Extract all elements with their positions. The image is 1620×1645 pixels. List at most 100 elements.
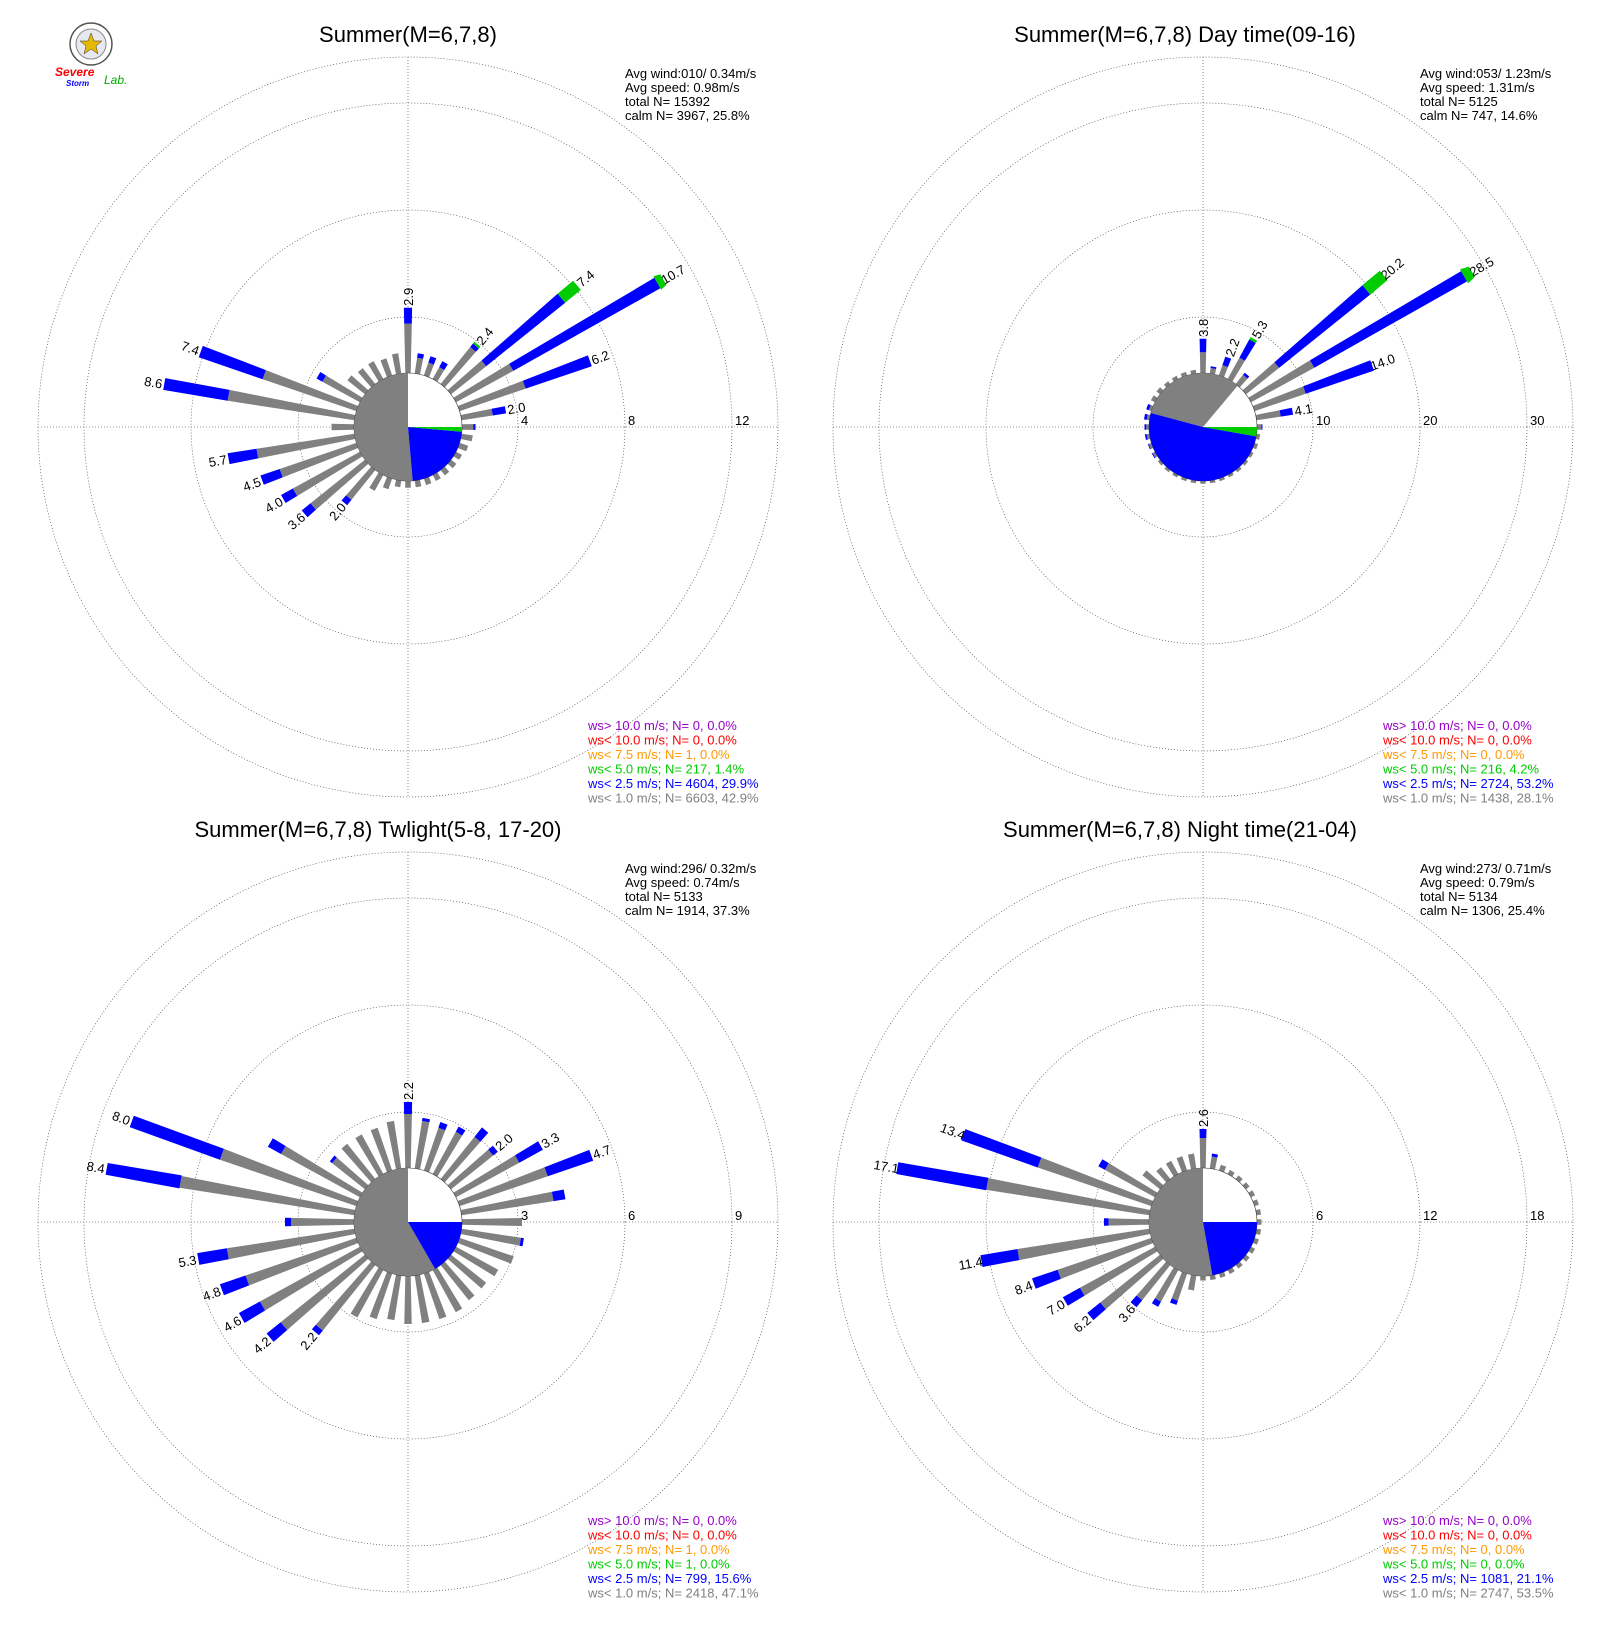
spoke-blue-segment [198,345,266,380]
spoke-gray-segment [404,1276,412,1324]
spoke-gray-segment [1200,1276,1206,1281]
spoke-blue-segment [422,1117,430,1123]
spoke-gray-segment [370,1127,393,1173]
spoke-blue-segment [519,1237,524,1247]
legend-entry: ws> 10.0 m/s; N= 0, 0.0% [1382,1513,1532,1528]
spoke-gray-segment [1136,1261,1171,1301]
spoke-gray-segment [1209,1156,1218,1170]
spoke-gray-segment [369,1271,393,1320]
spoke-label: 4.0 [262,494,285,516]
spoke-blue-segment [1310,271,1468,368]
spoke-gray-segment [423,1271,447,1320]
spoke-gray-segment [423,476,432,486]
ring-label: 18 [1530,1208,1544,1223]
spoke-gray-segment [1209,1274,1216,1281]
spoke-gray-segment [462,424,474,430]
legend-entry: ws< 1.0 m/s; N= 2418, 47.1% [587,1586,759,1601]
spoke-gray-segment [1171,1271,1188,1301]
spoke-gray-segment [387,1274,402,1321]
spoke-gray-segment [346,466,376,500]
spoke-blue-segment [1144,413,1148,420]
windrose-panel: 6 12 182.63.66.27.08.411.417.113.4Summer(M… [832,817,1574,1601]
spoke-green-segment [1460,266,1475,284]
spoke-gray-segment [315,1261,376,1331]
calm-blue-sector [1148,413,1257,482]
spoke-gray-segment [1209,368,1217,375]
spoke-gray-segment [1146,424,1149,430]
stats-line: Avg speed: 0.79m/s [1420,875,1535,890]
calm-gray-sector [1150,372,1238,427]
spoke-label: 17.1 [873,1157,901,1176]
spoke-blue-segment [1098,1159,1109,1170]
windrose-panel: 3 6 92.22.0 3.34.72.24.24.64.85.38.48.0Summ… [37,817,779,1601]
spoke-blue-segment [301,503,316,518]
calm-blue-sector [1203,1222,1257,1276]
spoke-blue-segment [491,406,507,416]
spoke-gray-segment [414,357,424,375]
spoke-gray-segment [457,1237,514,1264]
spoke-gray-segment [404,323,412,373]
spoke-blue-segment [439,361,448,370]
spoke-blue-segment [311,1324,323,1336]
calm-gray-sector [354,373,413,481]
spoke-gray-segment [280,1254,369,1330]
spoke-gray-segment [219,1148,359,1207]
spoke-gray-segment [386,1120,402,1170]
spoke-gray-segment [1227,357,1245,382]
spoke-blue-segment [1032,1269,1061,1289]
ring-label: 6 [628,1208,635,1223]
spoke-gray-segment [432,1267,463,1313]
spoke-blue-segment [428,356,437,365]
spoke-blue-segment [1147,443,1151,450]
spoke-blue-segment [1170,1298,1178,1305]
spoke-gray-segment [1152,451,1158,458]
spoke-label: 28.5 [1467,254,1496,280]
spoke-blue-segment [1274,285,1371,368]
spoke-blue-segment [403,307,413,324]
spoke-blue-segment [1087,1302,1106,1321]
spoke-gray-segment [1199,1138,1207,1168]
spoke-gray-segment [1037,1157,1154,1207]
spoke-gray-segment [392,353,402,375]
spoke-gray-segment [423,362,434,378]
stats-line: calm N= 1914, 37.3% [625,903,750,918]
spoke-gray-segment [432,472,441,481]
spoke-blue-segment [1211,1153,1218,1158]
ring-label: 12 [735,413,749,428]
spoke-blue-segment [281,488,298,503]
stats-line: calm N= 3967, 25.8% [625,108,750,123]
spoke-blue-segment [1199,1129,1207,1138]
spoke-label: 7.0 [1044,1296,1067,1318]
spoke-gray-segment [226,1228,356,1260]
spoke-gray-segment [453,1246,499,1277]
spoke-gray-segment [1255,1228,1262,1235]
spoke-gray-segment [292,451,363,496]
legend-entry: ws< 1.0 m/s; N= 2747, 53.5% [1382,1586,1554,1601]
spoke-label: 4.8 [201,1284,223,1304]
spoke-blue-segment [961,1129,1042,1168]
spoke-blue-segment [329,1155,337,1164]
spoke-gray-segment [1199,352,1207,373]
spoke-gray-segment [453,451,462,460]
stats-line: calm N= 1306, 25.4% [1420,903,1545,918]
calm-green-sector [1203,427,1257,437]
spoke-blue-segment [470,343,479,352]
spoke-blue-segment [1151,1298,1161,1307]
spoke-gray-segment [1242,1182,1250,1190]
spoke-gray-segment [1163,381,1171,388]
spoke-blue-segment [1104,1218,1109,1226]
spoke-blue-segment [219,1275,250,1296]
spoke-gray-segment [460,408,493,421]
spoke-gray-segment [332,1157,369,1190]
spoke-blue-segment [544,1149,594,1177]
spoke-blue-segment [163,378,230,401]
spoke-blue-segment [227,448,259,465]
stats-line: total N= 5125 [1420,94,1498,109]
calm-gray-sector [354,1168,435,1276]
spoke-gray-segment [1255,1209,1262,1216]
spoke-gray-segment [1176,1156,1188,1173]
spoke-gray-segment [414,1274,430,1324]
ring-label: 6 [1316,1208,1323,1223]
spoke-blue-segment [316,372,326,382]
